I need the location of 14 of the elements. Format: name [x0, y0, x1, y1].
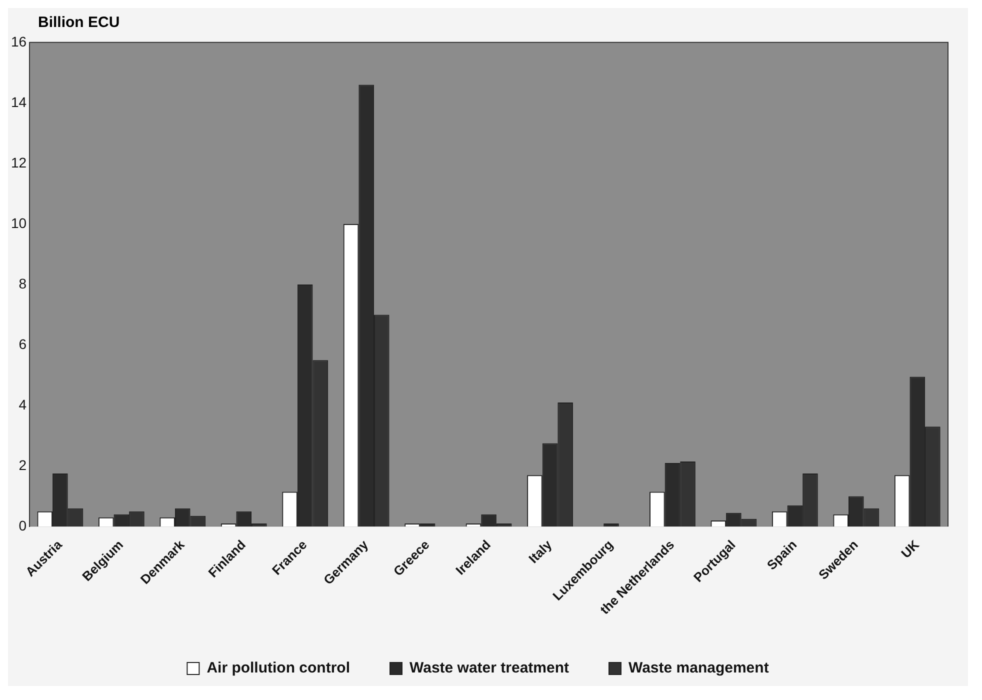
y-tick-label: 8	[18, 275, 27, 292]
x-tick-label: UK	[898, 536, 922, 561]
y-tick-label: 4	[18, 396, 27, 412]
y-axis-title: Billion ECU	[37, 13, 121, 31]
legend-label: Waste water treatment	[410, 660, 569, 677]
legend-label: Waste management	[628, 660, 769, 677]
y-tick-label: 0	[18, 517, 27, 534]
y-tick-label: 12	[10, 154, 27, 170]
legend-label: Air pollution control	[206, 660, 350, 677]
y-tick-label: 14	[10, 94, 27, 110]
y-tick-label: 2	[18, 456, 27, 473]
y-tick-label: 10	[10, 214, 27, 231]
y-tick-label: 6	[18, 336, 27, 352]
y-tick-label: 16	[10, 33, 27, 50]
